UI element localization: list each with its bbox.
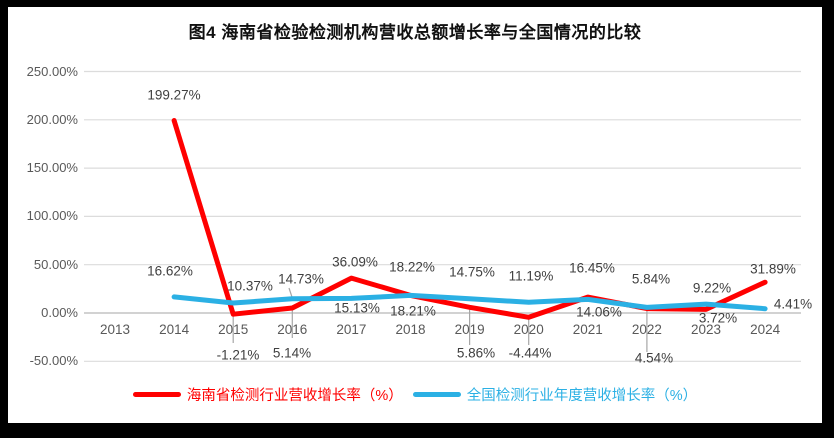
data-label: 31.89%: [750, 261, 796, 277]
data-label: 9.22%: [692, 280, 732, 296]
x-tick-label: 2015: [218, 322, 249, 337]
legend-label-hainan: 海南省检测行业营收增长率（%）: [186, 388, 403, 404]
y-tick-label: 150.00%: [26, 160, 78, 176]
data-label: 14.75%: [449, 264, 495, 280]
data-label: 3.72%: [698, 310, 738, 326]
x-tick-label: 2013: [99, 322, 131, 337]
y-tick-label: 250.00%: [26, 63, 78, 79]
plot-svg: [84, 70, 801, 362]
data-label: -4.44%: [508, 345, 552, 361]
data-label: 4.54%: [634, 350, 674, 366]
x-tick-label: 2024: [750, 322, 781, 337]
x-tick-label: 2022: [631, 322, 662, 337]
x-tick-label: 2017: [336, 322, 367, 337]
data-label: 14.06%: [576, 304, 622, 320]
data-label: 4.41%: [773, 296, 813, 312]
data-label: 5.84%: [631, 271, 671, 287]
y-tick-label: 200.00%: [26, 111, 78, 127]
x-tick-label: 2021: [572, 322, 603, 337]
data-label: -1.21%: [216, 347, 260, 363]
legend-item-national: 全国检测行业年度营收增长率（%）: [412, 384, 698, 405]
legend-line-marker-national: [412, 392, 461, 397]
data-label: 5.86%: [456, 345, 496, 361]
data-label: 14.73%: [278, 271, 324, 287]
x-tick-label: 2014: [159, 322, 190, 337]
legend-line-marker-hainan: [132, 392, 181, 397]
data-label: 18.21%: [390, 303, 436, 319]
series-line-hainan: [171, 118, 768, 320]
x-tick-label: 2018: [395, 322, 426, 337]
data-label: 16.62%: [147, 263, 193, 279]
x-tick-label: 2020: [513, 322, 544, 337]
data-label: 10.37%: [227, 278, 273, 294]
data-label: 11.19%: [508, 268, 554, 284]
chart-canvas: 图4 海南省检验检测机构营收总额增长率与全国情况的比较 250.00% 200.0…: [8, 7, 822, 423]
series-line-national: [171, 292, 768, 312]
y-tick-label: -50.00%: [29, 353, 78, 369]
x-tick-label: 2023: [690, 322, 722, 337]
y-tick-label: 0.00%: [41, 305, 78, 320]
x-tick-label: 2019: [454, 322, 485, 337]
y-tick-label: 100.00%: [26, 208, 78, 224]
data-label: 5.14%: [272, 345, 312, 361]
data-label: 36.09%: [332, 254, 378, 270]
x-tick-label: 2016: [277, 322, 308, 337]
data-label: 199.27%: [147, 87, 201, 103]
y-tick-label: 50.00%: [33, 256, 78, 272]
data-label: 16.45%: [569, 260, 615, 276]
legend-label-national: 全国检测行业年度营收增长率（%）: [466, 388, 698, 404]
data-label: 15.13%: [334, 300, 380, 316]
legend-item-hainan: 海南省检测行业营收增长率（%）: [132, 384, 403, 405]
chart-title: 图4 海南省检验检测机构营收总额增长率与全国情况的比较: [188, 23, 642, 42]
data-label: 18.22%: [389, 259, 435, 275]
chart-legend: 海南省检测行业营收增长率（%） 全国检测行业年度营收增长率（%）: [8, 384, 822, 405]
